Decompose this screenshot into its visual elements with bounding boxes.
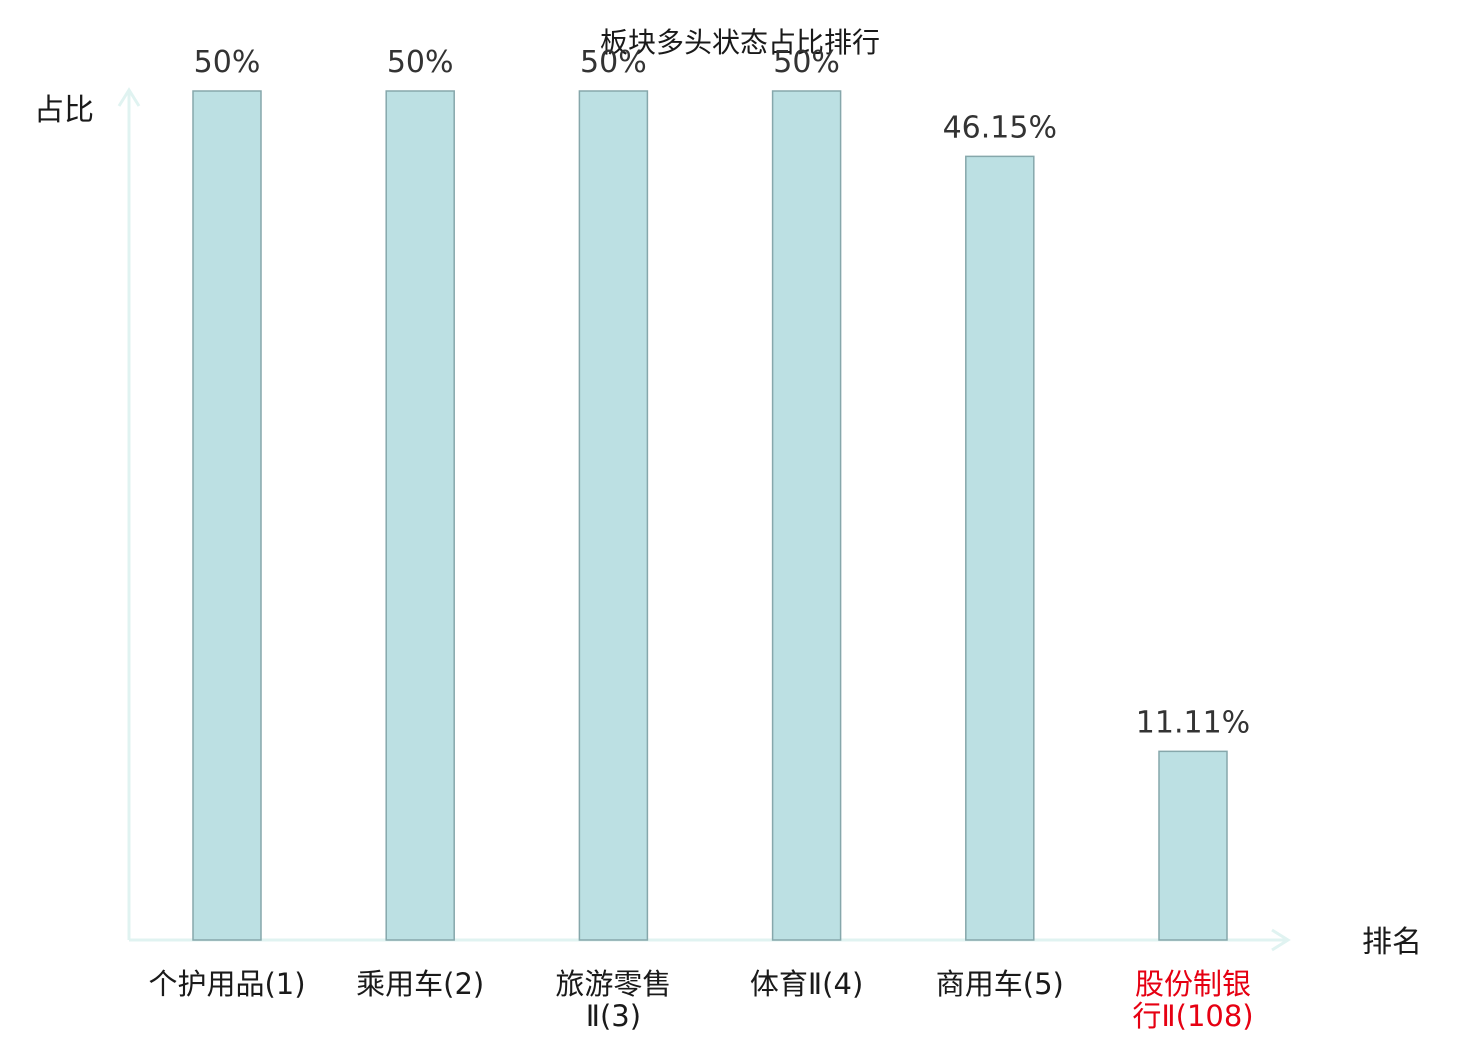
category-tick-label: 商用车(5) <box>936 967 1064 1001</box>
category-tick-label: 股份制银 <box>1135 967 1251 1001</box>
x-axis-label: 排名 <box>1362 925 1422 960</box>
category-tick-label: 乘用车(2) <box>356 967 484 1001</box>
x-axis-arrow <box>1271 928 1291 952</box>
axes <box>117 87 1291 952</box>
category-tick-label: 个护用品(1) <box>148 967 305 1001</box>
bar <box>385 90 455 941</box>
bar <box>578 90 649 941</box>
chart-title: 板块多头状态占比排行 <box>600 26 880 59</box>
y-axis-arrow <box>117 87 141 107</box>
bar-value-label: 50% <box>773 45 840 80</box>
y-axis-label: 占比 <box>34 93 94 128</box>
bar-value-label: 50% <box>387 45 454 80</box>
category-tick-label: 行Ⅱ(108) <box>1132 999 1253 1033</box>
category-tick-label: 体育Ⅱ(4) <box>750 967 863 1001</box>
category-tick-label: 旅游零售 <box>555 967 671 1001</box>
bar-value-label: 50% <box>194 45 261 80</box>
bars <box>192 90 1228 941</box>
bar-value-label: 50% <box>580 45 647 80</box>
bar <box>771 90 842 941</box>
bar <box>965 155 1035 941</box>
bar-value-label: 46.15% <box>943 110 1057 145</box>
bar-value-label: 11.11% <box>1136 705 1250 740</box>
bar <box>192 90 262 941</box>
bar <box>1158 750 1228 941</box>
category-tick-label: Ⅱ(3) <box>586 999 641 1033</box>
value-labels: 50% 50% 50% 50% 46.15% 11.11% <box>194 45 1251 740</box>
